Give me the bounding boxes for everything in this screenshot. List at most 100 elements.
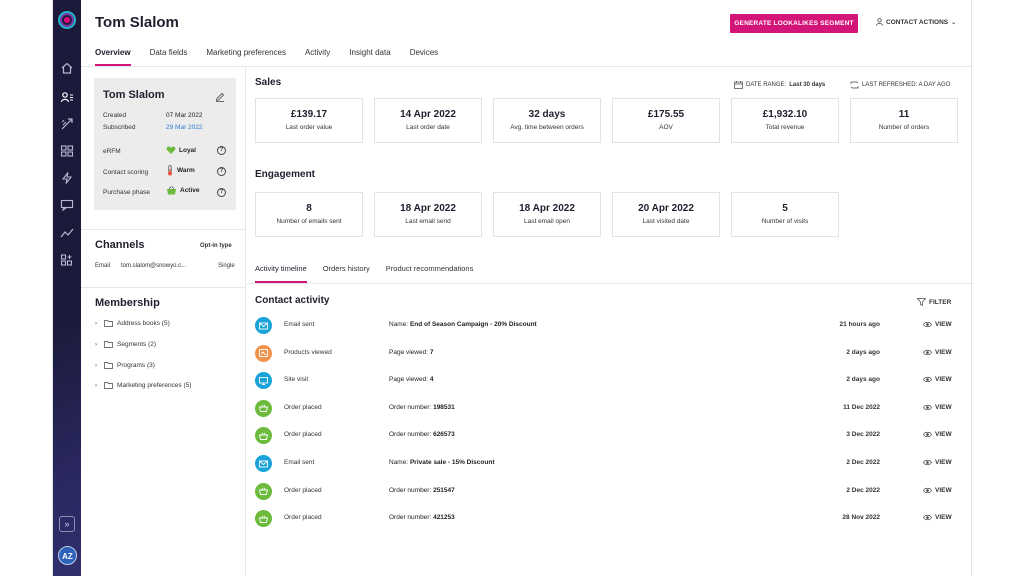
activity-type: Order placed: [284, 486, 322, 494]
heart-icon: [166, 146, 176, 154]
activity-description: Order number: 421253: [389, 514, 455, 521]
stat-value: £175.55: [647, 109, 685, 120]
generate-lookalikes-button[interactable]: GENERATE LOOKALIKES SEGMENT: [730, 14, 858, 33]
activity-description-value: 421253: [433, 514, 455, 522]
tab-data-fields[interactable]: Data fields: [149, 48, 188, 57]
view-button[interactable]: VIEW: [923, 487, 952, 494]
eye-icon: [923, 459, 932, 466]
home-icon[interactable]: [60, 62, 74, 74]
contact-actions-label: CONTACT ACTIONS: [886, 18, 949, 26]
activity-description: Page viewed: 7: [389, 349, 433, 356]
tab-activity-timeline[interactable]: Activity timeline: [255, 264, 307, 283]
activity-time: 2 days ago: [846, 376, 880, 384]
contacts-icon[interactable]: [60, 91, 74, 103]
view-button[interactable]: VIEW: [923, 321, 952, 328]
membership-item-label: Segments (2): [117, 341, 157, 348]
filter-button[interactable]: FILTER: [917, 298, 951, 306]
brand-logo-icon[interactable]: [58, 11, 76, 29]
membership-item-programs[interactable]: › Programs (3): [95, 362, 155, 369]
membership-item-label: Programs (3): [117, 362, 155, 369]
contact-scoring-badge: Warm: [166, 165, 195, 176]
activity-time: 2 Dec 2022: [846, 459, 880, 466]
view-button[interactable]: VIEW: [923, 514, 952, 521]
stat-value: £1,932.10: [762, 109, 808, 120]
view-button[interactable]: VIEW: [923, 431, 952, 438]
membership-item-label: Marketing preferences (5): [117, 382, 192, 389]
help-icon[interactable]: ?: [217, 188, 226, 197]
date-range-selector[interactable]: DATE RANGE: Last 30 days: [734, 81, 825, 89]
view-button[interactable]: VIEW: [923, 404, 952, 411]
subscribed-value[interactable]: 29 Mar 2022: [166, 124, 203, 131]
eye-icon: [923, 377, 932, 383]
header-divider: [81, 66, 973, 67]
activity-description-value: End of Season Campaign - 20% Discount: [409, 321, 537, 328]
membership-item-marketing-preferences[interactable]: › Marketing preferences (5): [95, 382, 191, 389]
contact-actions-menu[interactable]: CONTACT ACTIONS ⌄: [876, 18, 956, 26]
activity-description-value: 251547: [433, 486, 455, 494]
tab-orders-history[interactable]: Orders history: [322, 264, 370, 273]
stat-total-revenue: £1,932.10 Total revenue: [731, 98, 839, 143]
view-label: VIEW: [935, 514, 952, 522]
stat-last-visited-date: 20 Apr 2022 Last visited date: [612, 192, 720, 237]
view-button[interactable]: VIEW: [923, 376, 952, 383]
stat-last-email-send: 18 Apr 2022 Last email send: [374, 192, 482, 237]
stat-label: Last email open: [524, 218, 570, 225]
order-placed-icon: [255, 482, 272, 500]
tab-devices[interactable]: Devices: [409, 48, 439, 57]
stat-last-email-open: 18 Apr 2022 Last email open: [493, 192, 601, 237]
user-icon: [876, 18, 883, 26]
activity-type: Email sent: [284, 459, 315, 466]
activity-description-value: 626573: [433, 431, 455, 439]
stat-label: Number of orders: [878, 124, 930, 131]
activity-description: Order number: 198531: [389, 404, 455, 411]
lightning-icon[interactable]: [60, 172, 74, 184]
channels-title: Channels: [95, 239, 145, 251]
stat-value: 14 Apr 2022: [400, 109, 456, 120]
activity-row: Order placed Order number: 198531 11 Dec 2…: [255, 399, 955, 419]
stat-label: Last order value: [285, 124, 333, 131]
expand-nav-icon[interactable]: »: [59, 516, 75, 532]
view-button[interactable]: VIEW: [923, 349, 952, 356]
edit-icon[interactable]: [215, 89, 225, 102]
activity-time: 2 days ago: [846, 348, 880, 356]
membership-item-address-books[interactable]: › Address books (5): [95, 320, 170, 327]
campaigns-icon[interactable]: [60, 145, 74, 157]
channel-optin: Single: [218, 263, 235, 269]
membership-item-label: Address books (5): [117, 320, 170, 327]
refresh-icon: [850, 81, 859, 89]
purchase-phase-label: Purchase phase: [103, 189, 150, 196]
activity-row: Order placed Order number: 421253 28 Nov 2…: [255, 509, 955, 529]
activity-tabs: Activity timeline Orders history Product…: [255, 264, 489, 283]
activity-time: 21 hours ago: [839, 321, 880, 328]
contact-activity-title: Contact activity: [255, 295, 330, 306]
opt-in-type-header: Opt-in type: [200, 243, 232, 249]
view-label: VIEW: [935, 459, 952, 466]
tab-activity[interactable]: Activity: [304, 48, 331, 57]
view-label: VIEW: [935, 486, 952, 494]
activity-type: Products viewed: [284, 348, 332, 356]
activity-description: Order number: 251547: [389, 487, 455, 494]
tab-overview[interactable]: Overview: [95, 48, 131, 66]
eye-icon: [923, 321, 932, 328]
tab-product-recommendations[interactable]: Product recommendations: [385, 264, 474, 273]
chevron-right-icon: ›: [95, 382, 97, 389]
automation-icon[interactable]: [60, 118, 74, 130]
tab-insight-data[interactable]: Insight data: [349, 48, 391, 57]
user-avatar[interactable]: AZ: [58, 546, 77, 565]
order-placed-icon: [255, 399, 272, 417]
apps-icon[interactable]: [60, 254, 74, 266]
stat-label: Total revenue: [765, 124, 805, 131]
activity-row: Site visit Page viewed: 4 2 days ago VIEW: [255, 371, 955, 391]
messages-icon[interactable]: [60, 199, 74, 211]
filter-icon: [917, 298, 926, 306]
view-button[interactable]: VIEW: [923, 459, 952, 466]
membership-item-segments[interactable]: › Segments (2): [95, 341, 156, 348]
last-refreshed[interactable]: LAST REFRESHED: A DAY AGO: [850, 81, 950, 89]
reports-icon[interactable]: [60, 227, 74, 239]
activity-type: Site visit: [284, 376, 309, 384]
help-icon[interactable]: ?: [217, 167, 226, 176]
chevron-down-icon: ⌄: [951, 19, 957, 26]
help-icon[interactable]: ?: [217, 146, 226, 155]
tab-marketing-preferences[interactable]: Marketing preferences: [206, 48, 286, 57]
eye-icon: [923, 487, 932, 493]
